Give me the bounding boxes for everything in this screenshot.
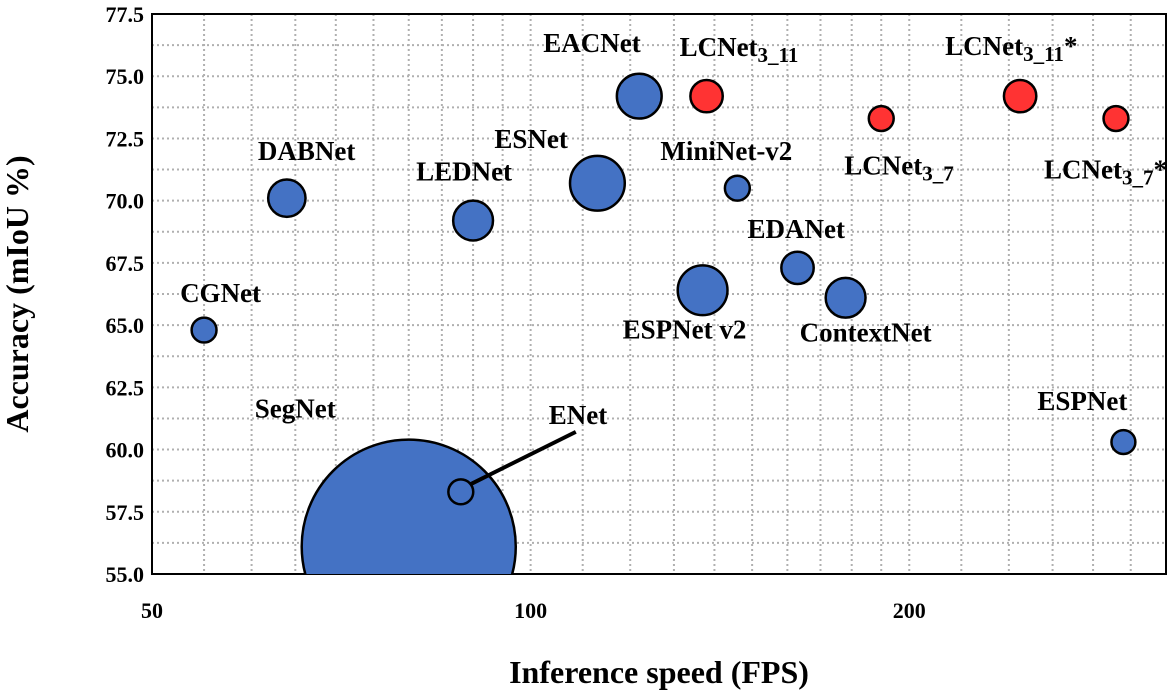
enet-pointer-line [469,430,577,487]
bubble-label: EDANet [748,214,845,244]
y-tick-label: 65.0 [106,313,145,338]
y-tick-label: 75.0 [106,64,145,89]
bubble-label: EACNet [543,28,640,58]
x-tick-label: 200 [893,598,926,623]
bubble-label: ESPNet v2 [623,314,747,344]
bubble-label: LCNet3_11 [680,32,799,67]
bubble-lcnet3-11- [1002,78,1038,114]
bubble-enet [447,478,475,506]
bubble-espnet [1110,428,1137,456]
y-tick-label: 77.5 [106,2,145,27]
x-axis-ticks: 50 100 200 [141,598,926,623]
bubbles [190,72,1137,574]
x-axis-title: Inference speed (FPS) [509,654,809,690]
y-tick-label: 72.5 [106,126,145,151]
bubble-mininet-v2 [723,174,752,202]
bubble-esnet [568,154,627,212]
y-tick-label: 67.5 [106,251,145,276]
bubble-label: CGNet [180,278,261,308]
y-tick-label: 62.5 [106,375,145,400]
y-tick-label: 70.0 [106,189,145,214]
bubble-label: ENet [549,400,607,430]
bubble-lednet [451,199,495,242]
bubble-label: LCNet3_11* [945,31,1077,66]
bubble-cgnet [190,316,218,344]
bubble-label: ESPNet [1037,386,1127,416]
bubble-lcnet3-11 [689,78,724,114]
plot-area-frame [151,13,1167,575]
bubble-label: ESNet [494,124,568,154]
bubble-lcnet3-7- [1102,104,1130,133]
bubble-label: LEDNet [416,157,512,187]
bubble-eacnet [615,72,663,120]
bubble-lcnet3-7 [867,104,895,133]
y-tick-label: 57.5 [106,500,145,525]
bubble-segnet [300,438,517,574]
bubble-label: DABNet [258,136,355,166]
bubble-label: LCNet3_7* [1044,155,1167,190]
bubble-edanet [780,250,815,286]
y-tick-label: 60.0 [106,438,145,463]
bubble-label: SegNet [255,394,336,424]
bubble-dabnet [266,178,307,219]
y-axis-ticks: 55.0 57.5 60.0 62.5 65.0 67.5 70.0 72.5 75.0 77.5 [106,2,145,587]
y-axis-title: Accuracy (mIoU %) [0,155,35,432]
x-tick-label: 100 [514,598,547,623]
x-tick-label: 50 [141,598,163,623]
bubble-contextnet [824,276,867,319]
bubble-espnet-v2 [676,264,729,317]
bubble-label: ContextNet [800,318,932,348]
bubble-label: MiniNet-v2 [660,136,792,166]
y-tick-label: 55.0 [106,562,145,587]
bubble-label: LCNet3_7 [844,151,953,186]
